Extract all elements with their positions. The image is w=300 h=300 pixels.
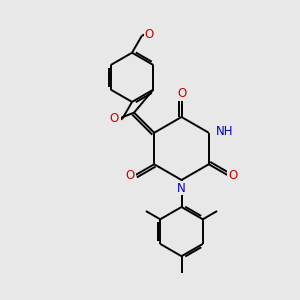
Text: O: O <box>228 169 238 182</box>
Text: N: N <box>177 182 186 194</box>
Text: O: O <box>145 28 154 41</box>
Text: NH: NH <box>215 125 233 138</box>
Text: O: O <box>125 169 135 182</box>
Text: H: H <box>112 113 120 126</box>
Text: O: O <box>178 87 187 101</box>
Text: O: O <box>110 112 119 125</box>
